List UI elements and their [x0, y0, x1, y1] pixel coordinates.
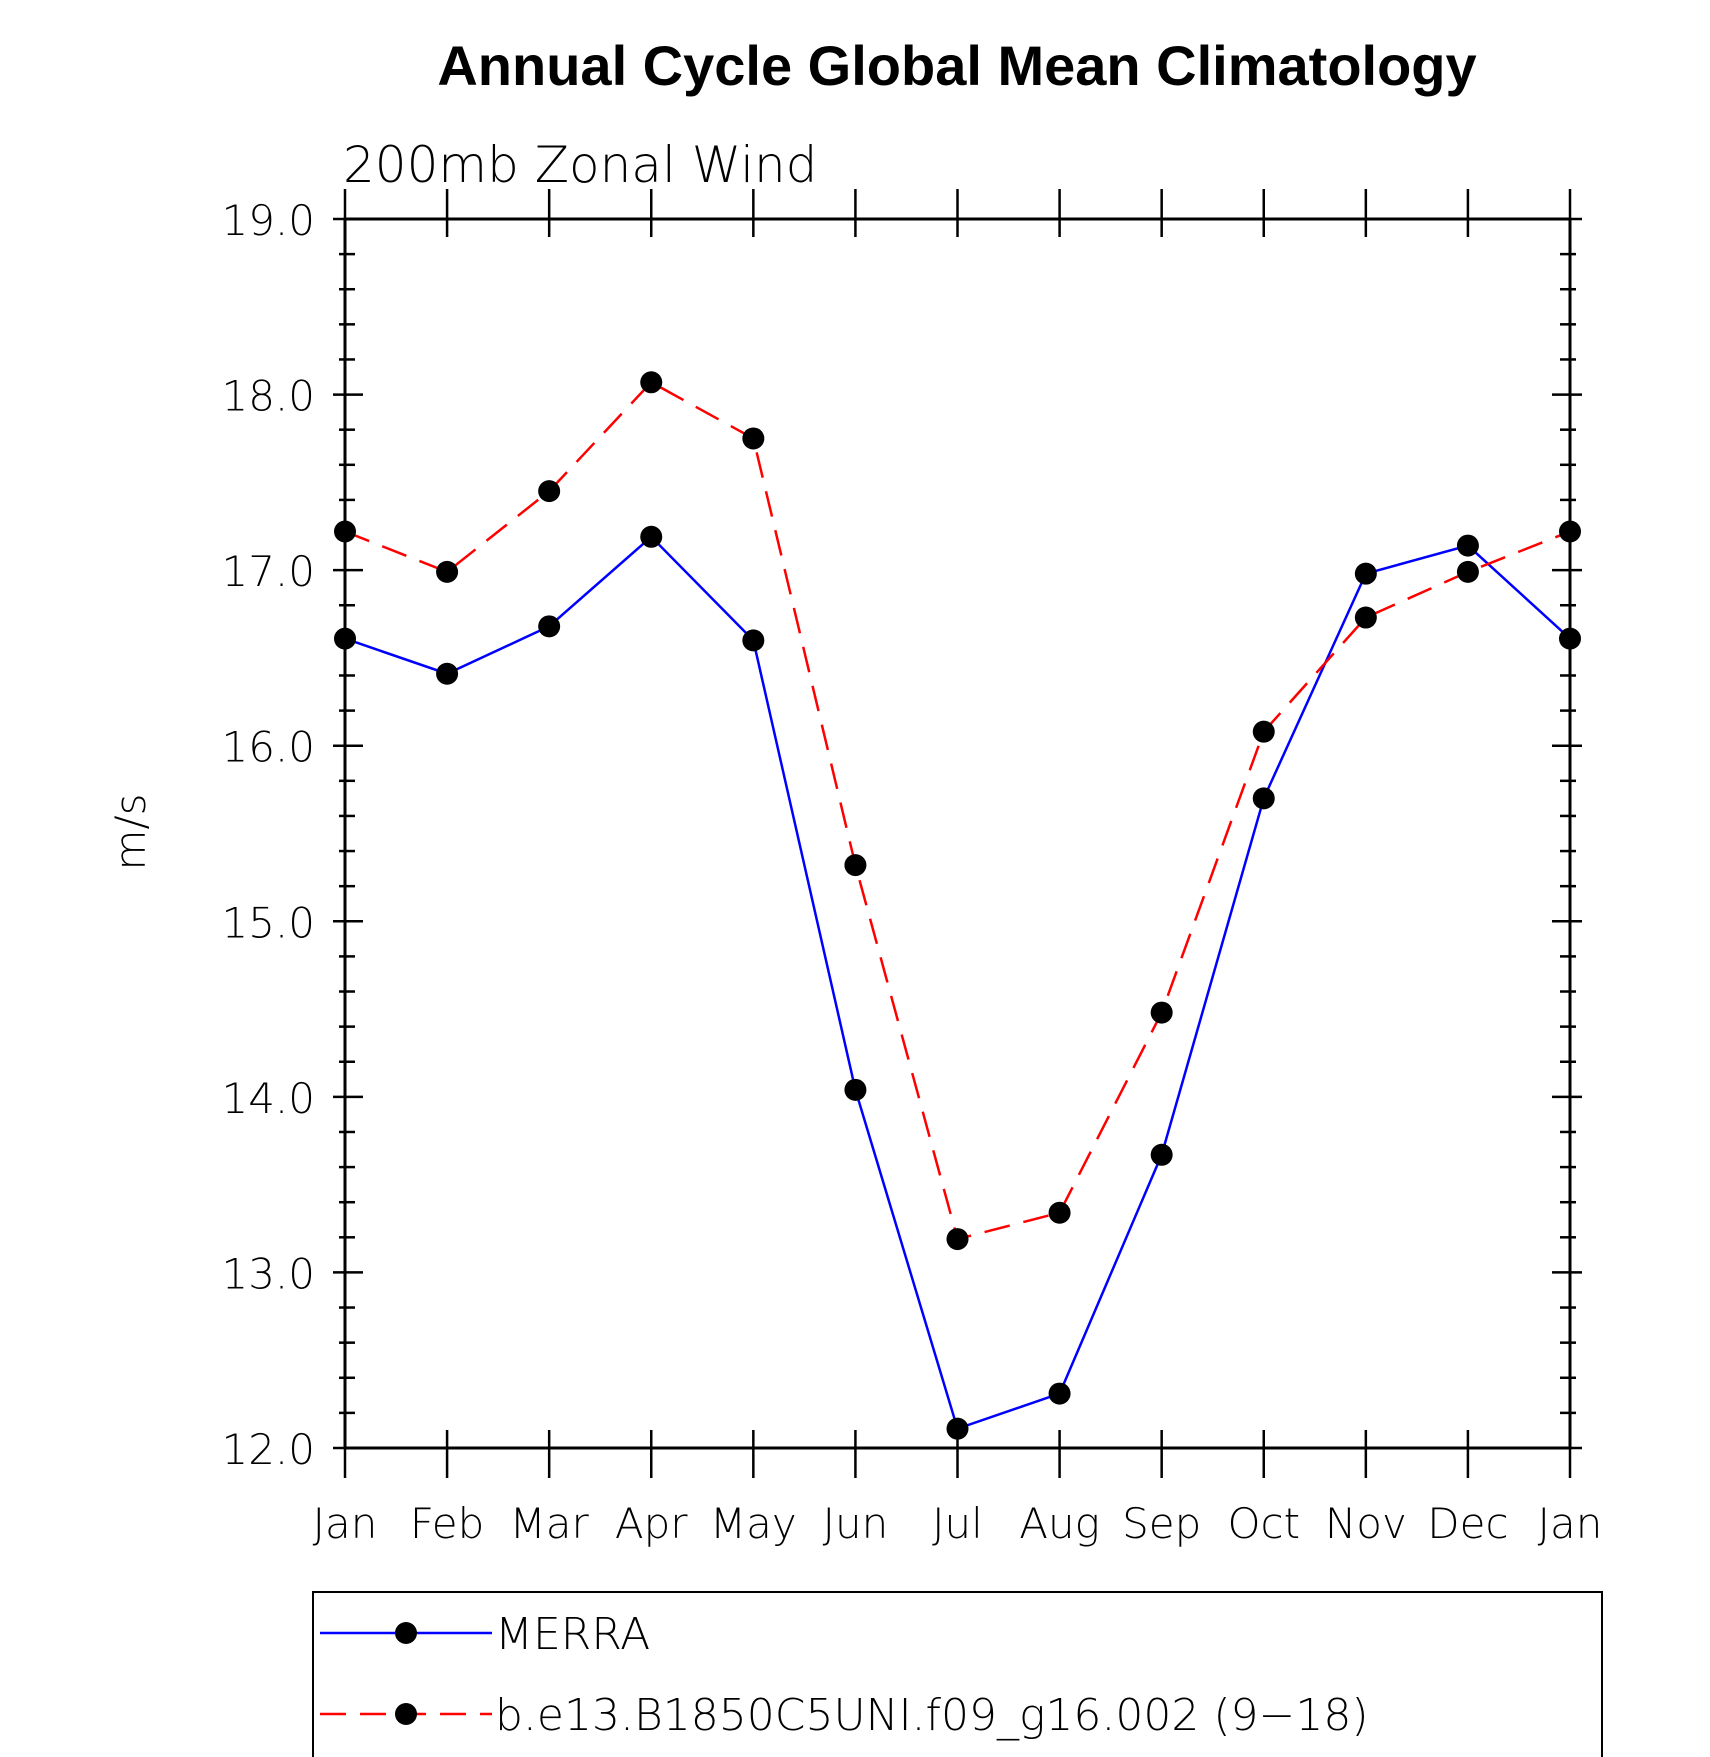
y-tick-label: 12.0	[221, 1425, 315, 1474]
data-point-series-1	[946, 1417, 969, 1440]
data-point-series-2	[538, 480, 561, 503]
series-line-1	[344, 535, 1571, 1431]
x-tick-label: Feb	[410, 1499, 484, 1548]
data-point-series-1	[436, 662, 459, 685]
data-point-series-1	[844, 1078, 867, 1101]
legend-box	[312, 1591, 1603, 1757]
x-tick-label: Oct	[1227, 1499, 1300, 1548]
y-axis-label: m/s	[106, 794, 155, 871]
data-point-series-1	[1354, 562, 1377, 585]
data-point-series-1	[1150, 1143, 1173, 1166]
data-point-series-2	[844, 854, 867, 877]
x-tick-label: Sep	[1122, 1499, 1201, 1548]
data-point-series-1	[1456, 534, 1479, 557]
x-tick-label: Jul	[932, 1499, 983, 1548]
y-tick-label: 18.0	[221, 372, 315, 421]
data-point-series-2	[1559, 520, 1581, 543]
legend-label-2: b.e13.B1850C5UNI.f09_g16.002 (9−18)	[495, 1690, 1369, 1741]
y-tick-label: 17.0	[221, 547, 315, 596]
y-tick-label: 15.0	[221, 898, 315, 947]
x-tick-label: Aug	[1019, 1499, 1100, 1548]
y-tick-labels: 12.0 13.0 14.0 15.0 16.0 17.0 18.0 19.0	[221, 196, 315, 1474]
y-tick-label: 13.0	[221, 1249, 315, 1298]
chart-subtitle: 200mb Zonal Wind	[343, 136, 817, 194]
data-point-series-1	[1048, 1382, 1071, 1405]
data-point-series-1	[538, 615, 561, 638]
legend-marker-1	[395, 1622, 417, 1644]
y-tick-label: 19.0	[221, 196, 315, 245]
plot-frame	[343, 217, 1572, 1450]
data-point-series-1	[640, 525, 663, 548]
x-tick-label: Jan	[313, 1499, 378, 1548]
data-point-series-1	[334, 627, 356, 650]
y-tick-label: 16.0	[221, 723, 315, 772]
y-tick-label: 14.0	[221, 1074, 315, 1123]
legend-marker-2	[395, 1703, 417, 1725]
data-point-series-2	[946, 1228, 969, 1251]
x-tick-labels: Jan Feb Mar Apr May Jun Jul Aug Sep Oct Nov Dec Jan	[313, 1499, 1603, 1548]
data-point-series-1	[1252, 787, 1275, 810]
data-point-series-2	[1150, 1001, 1173, 1024]
x-tick-label: Apr	[615, 1499, 688, 1548]
data-point-series-2	[1252, 720, 1275, 743]
data-point-series-2	[742, 427, 765, 450]
data-point-series-2	[1354, 606, 1377, 629]
data-point-series-1	[742, 629, 765, 652]
x-tick-label: Mar	[510, 1499, 590, 1548]
series-markers	[334, 371, 1581, 1440]
axis-ticks	[333, 189, 1582, 1478]
series-lines	[344, 380, 1571, 1431]
data-point-series-2	[436, 560, 459, 583]
data-point-series-1	[1559, 627, 1581, 650]
x-tick-label: Dec	[1427, 1499, 1508, 1548]
x-tick-label: Nov	[1325, 1499, 1407, 1548]
legend-label-1: MERRA	[495, 1609, 650, 1660]
x-tick-label: Jan	[1538, 1499, 1603, 1548]
data-point-series-2	[334, 520, 356, 543]
data-point-series-2	[1456, 560, 1479, 583]
data-point-series-2	[640, 371, 663, 394]
x-tick-label: May	[710, 1499, 797, 1548]
legend: MERRA b.e13.B1850C5UNI.f09_g16.002 (9−18)	[320, 1609, 1369, 1741]
x-tick-label: Jun	[823, 1499, 889, 1548]
series-line-2	[344, 380, 1571, 1241]
chart-title: Annual Cycle Global Mean Climatology	[437, 34, 1476, 97]
data-point-series-2	[1048, 1201, 1071, 1224]
